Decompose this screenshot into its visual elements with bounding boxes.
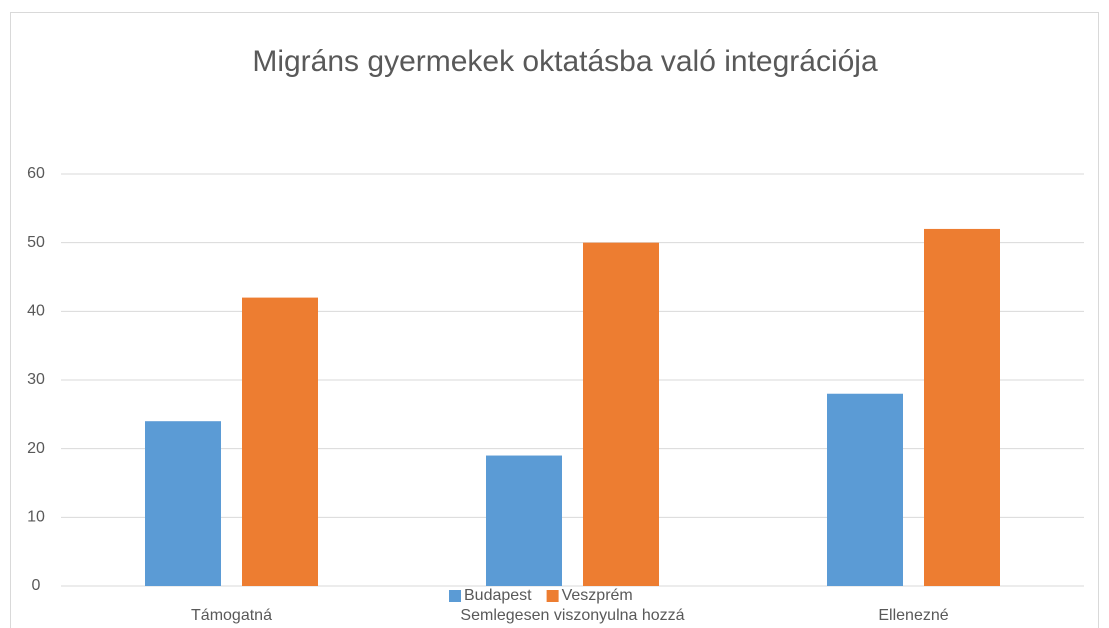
y-tick-label: 0	[32, 577, 41, 594]
bar	[242, 297, 318, 586]
legend-label: Budapest	[464, 587, 532, 604]
y-tick-label: 30	[27, 371, 45, 388]
y-tick-label: 40	[27, 303, 45, 320]
bar	[827, 393, 903, 586]
bar	[486, 455, 562, 586]
y-tick-label: 50	[27, 234, 45, 251]
y-tick-label: 10	[27, 509, 45, 526]
legend-label: Veszprém	[562, 587, 633, 604]
bar	[583, 242, 659, 586]
y-tick-label: 20	[27, 440, 45, 457]
chart-title: Migráns gyermekek oktatásba való integrá…	[252, 45, 878, 78]
bar	[924, 228, 1000, 586]
legend-swatch	[449, 590, 461, 602]
x-tick-label: Ellenezné	[878, 607, 948, 624]
bar	[145, 421, 221, 586]
y-tick-label: 60	[27, 165, 45, 182]
x-tick-label: Semlegesen viszonyulna hozzá	[460, 607, 684, 624]
legend-swatch	[546, 590, 559, 602]
x-tick-label: Támogatná	[191, 607, 272, 624]
